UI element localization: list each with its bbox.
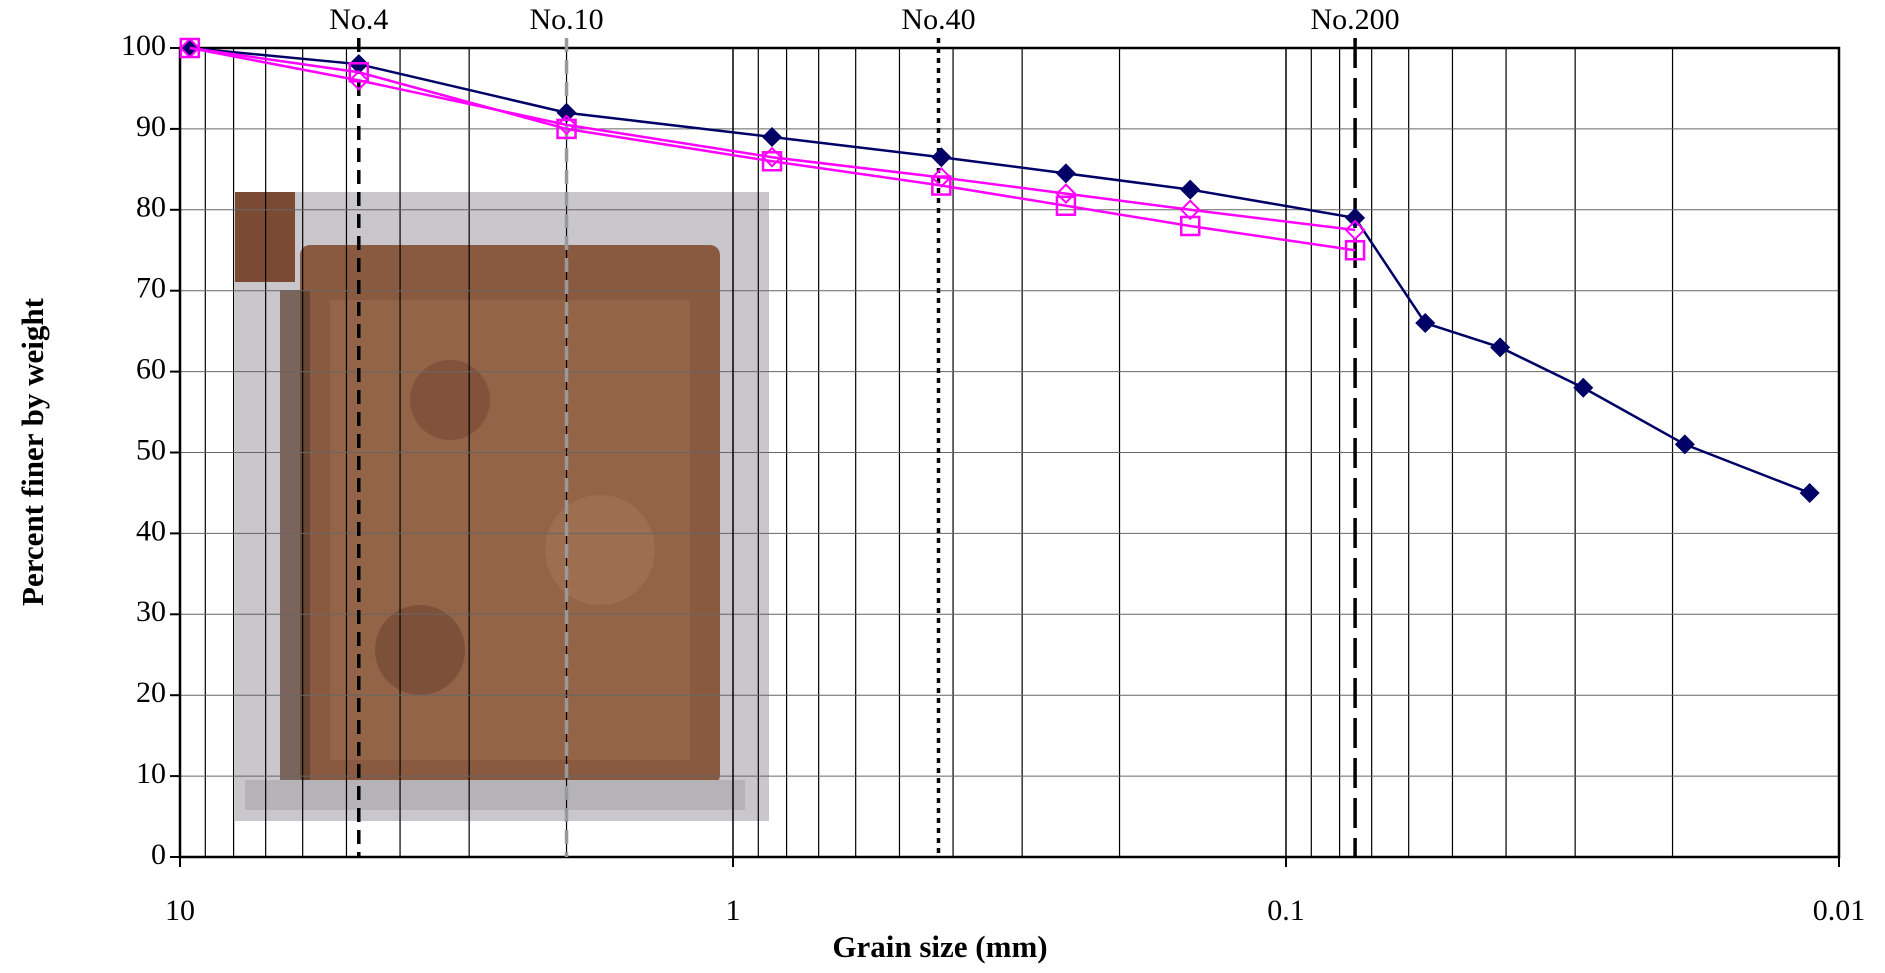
- marker: [1345, 208, 1365, 228]
- y-tick-label: 60: [136, 352, 166, 385]
- marker: [931, 147, 951, 167]
- y-tick-label: 20: [136, 676, 166, 709]
- marker: [1573, 378, 1593, 398]
- sieve-label: No.4: [329, 3, 388, 36]
- y-tick-label: 30: [136, 595, 166, 628]
- marker: [1056, 163, 1076, 183]
- x-tick-label: 1: [726, 894, 741, 927]
- y-axis-title: Percent finer by weight: [15, 297, 50, 606]
- sieve-label: No.200: [1311, 3, 1400, 36]
- y-tick-label: 50: [136, 433, 166, 466]
- y-tick-label: 70: [136, 272, 166, 305]
- marker: [1180, 180, 1200, 200]
- marker: [1490, 337, 1510, 357]
- marker: [762, 127, 782, 147]
- x-tick-label: 0.01: [1813, 894, 1866, 927]
- chart: Grain size (mm) Percent finer by weight …: [0, 0, 1885, 973]
- y-tick-label: 80: [136, 191, 166, 224]
- y-tick-label: 10: [136, 757, 166, 790]
- marker: [1675, 434, 1695, 454]
- y-tick-label: 100: [121, 29, 166, 62]
- x-tick-label: 10: [165, 894, 195, 927]
- sieve-label: No.10: [529, 3, 603, 36]
- sieve-label: No.40: [901, 3, 975, 36]
- inset-photo: [235, 192, 769, 821]
- x-tick-label: 0.1: [1267, 894, 1305, 927]
- x-axis-title: Grain size (mm): [832, 929, 1047, 964]
- y-tick-label: 90: [136, 110, 166, 143]
- marker: [1415, 313, 1435, 333]
- y-tick-label: 40: [136, 514, 166, 547]
- y-tick-label: 0: [151, 838, 166, 871]
- marker: [1800, 483, 1820, 503]
